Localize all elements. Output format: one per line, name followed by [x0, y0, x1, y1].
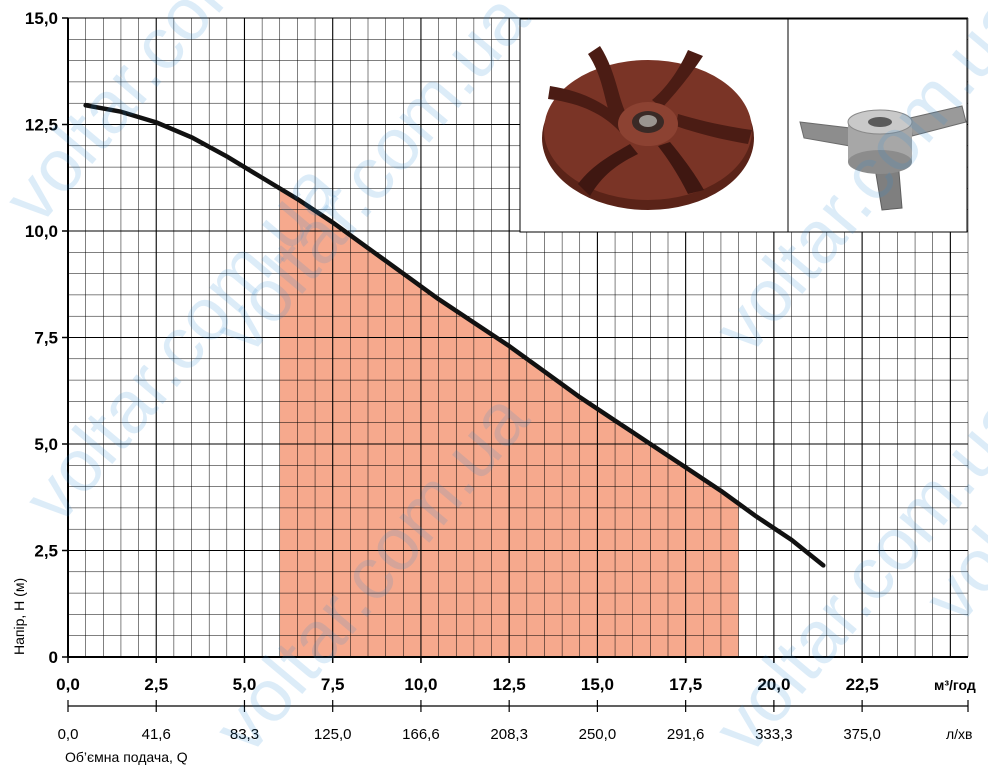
x-tick-label: 17,5 [669, 675, 702, 694]
x-tick-label: 15,0 [581, 675, 614, 694]
y-tick-label: 10,0 [25, 222, 58, 241]
impeller-photo [542, 46, 754, 210]
x-tick-label: 7,5 [321, 675, 345, 694]
x-tick-label: 2,5 [144, 675, 168, 694]
secondary-x-axis-unit: л/хв [946, 726, 973, 742]
x-tick-labels: 0,0 2,5 5,0 7,5 10,0 12,5 15,0 17,5 20,0 22,5 [56, 657, 879, 694]
y-tick-labels: 0 2,5 5,0 7,5 10,0 12,5 15,0 [25, 9, 68, 667]
y-axis-title: Напір, H (м) [11, 578, 27, 655]
head-flow-curve [83, 103, 826, 568]
x-tick-label: 0,0 [56, 675, 80, 694]
y-tick-label: 2,5 [34, 542, 58, 561]
x-tick-label: 12,5 [493, 675, 526, 694]
secondary-x-tick-label: 41,6 [142, 726, 171, 743]
secondary-x-tick-label: 125,0 [314, 726, 352, 743]
y-tick-label: 12,5 [25, 116, 58, 135]
y-tick-label: 15,0 [25, 9, 58, 28]
coupling-photo [799, 105, 967, 211]
x-tick-label: 10,0 [404, 675, 437, 694]
secondary-x-tick-label: 83,3 [230, 726, 259, 743]
x-tick-label: 22,5 [846, 675, 879, 694]
secondary-x-tick-label: 250,0 [579, 726, 617, 743]
secondary-x-tick-label: 333,3 [755, 726, 793, 743]
x-axis-title: Об’ємна подача, Q [65, 749, 188, 765]
x-tick-label: 5,0 [233, 675, 257, 694]
y-tick-label: 5,0 [34, 435, 58, 454]
y-tick-label: 7,5 [34, 329, 58, 348]
secondary-x-tick-label: 208,3 [490, 726, 528, 743]
x-axis-unit: м³/год [934, 677, 976, 693]
product-photos [519, 18, 968, 233]
secondary-x-tick-label: 0,0 [58, 726, 79, 743]
x-tick-label: 20,0 [757, 675, 790, 694]
secondary-x-tick-labels: 0,0 41,6 83,3 125,0 166,6 208,3 250,0 291,6 333,… [58, 700, 969, 743]
secondary-x-tick-label: 166,6 [402, 726, 440, 743]
secondary-x-tick-label: 291,6 [667, 726, 705, 743]
secondary-x-tick-label: 375,0 [843, 726, 881, 743]
y-tick-label: 0 [49, 648, 58, 667]
